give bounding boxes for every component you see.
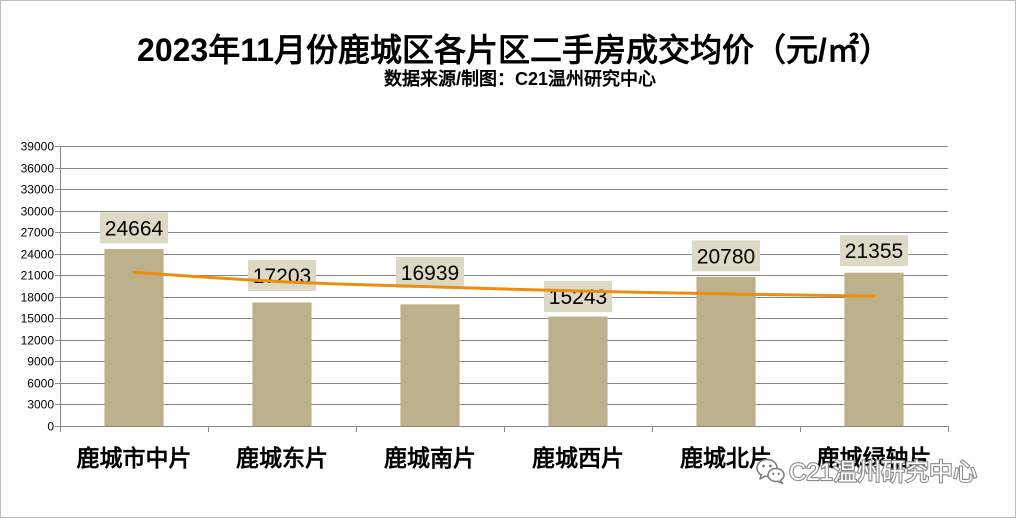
data-label: 24664 bbox=[100, 212, 168, 244]
data-label: 15243 bbox=[544, 281, 612, 313]
data-label-text: 16939 bbox=[401, 262, 459, 285]
data-labels: 24664 17203 16939 15243 20780 21355 bbox=[100, 212, 908, 313]
data-label: 16939 bbox=[396, 256, 464, 288]
bar bbox=[844, 272, 904, 426]
x-category-label: 鹿城东片 bbox=[236, 445, 328, 471]
data-label-box bbox=[692, 240, 760, 272]
y-tick-label: 39000 bbox=[21, 140, 55, 154]
trendline bbox=[132, 270, 876, 298]
x-category-label: 鹿城南片 bbox=[384, 445, 476, 471]
y-tick-label: 30000 bbox=[21, 205, 55, 219]
data-label-text: 24664 bbox=[105, 217, 164, 240]
bar bbox=[548, 316, 608, 426]
bar bbox=[104, 248, 164, 426]
data-label: 21355 bbox=[840, 235, 908, 267]
y-tick-label: 33000 bbox=[21, 183, 55, 197]
wechat-icon bbox=[756, 458, 785, 485]
y-tick-label: 27000 bbox=[21, 226, 55, 240]
x-category-label: 鹿城西片 bbox=[532, 445, 624, 471]
y-tick-label: 21000 bbox=[21, 269, 55, 283]
data-label-box bbox=[396, 256, 464, 288]
y-tick-label: 6000 bbox=[27, 377, 54, 391]
y-tick-label: 24000 bbox=[21, 248, 55, 262]
y-tick-label: 3000 bbox=[27, 398, 54, 412]
bars bbox=[104, 248, 904, 426]
y-tick-label: 9000 bbox=[27, 355, 54, 369]
data-label-box bbox=[248, 259, 316, 291]
y-tick-label: 18000 bbox=[21, 291, 55, 305]
x-category-label: 鹿城绿轴片 bbox=[817, 445, 932, 471]
chart-subtitle: 数据来源/制图：C21温州研究中心 bbox=[384, 68, 656, 89]
bar bbox=[696, 276, 756, 426]
bar bbox=[252, 302, 312, 426]
y-axis-tick-labels: 0 3000 6000 9000 12000 15000 18000 21000 24000 27… bbox=[21, 140, 55, 434]
y-axis-ticks bbox=[55, 146, 60, 427]
y-tick-label: 0 bbox=[47, 420, 54, 434]
data-label: 17203 bbox=[248, 259, 316, 291]
bar bbox=[400, 304, 460, 426]
data-label: 20780 bbox=[692, 240, 760, 272]
y-tick-label: 36000 bbox=[21, 162, 55, 176]
x-axis-category-labels: 鹿城市中片 鹿城东片 鹿城南片 鹿城西片 鹿城北片 鹿城绿轴片 bbox=[77, 445, 932, 471]
x-axis-ticks bbox=[60, 426, 949, 432]
watermark: C21温州研究中心 bbox=[756, 458, 978, 487]
y-tick-label: 15000 bbox=[21, 312, 55, 326]
chart-title: 2023年11月份鹿城区各片区二手房成交均价（元/㎡） bbox=[137, 32, 891, 68]
data-label-text: 20780 bbox=[697, 245, 755, 268]
data-label-box bbox=[100, 212, 168, 244]
watermark-text: C21温州研究中心 bbox=[789, 459, 977, 486]
data-label-text: 17203 bbox=[253, 265, 311, 288]
y-tick-label: 12000 bbox=[21, 334, 55, 348]
data-label-text: 21355 bbox=[845, 240, 903, 263]
data-label-box bbox=[840, 235, 908, 267]
data-label-box bbox=[544, 281, 612, 313]
x-category-label: 鹿城市中片 bbox=[77, 445, 192, 471]
